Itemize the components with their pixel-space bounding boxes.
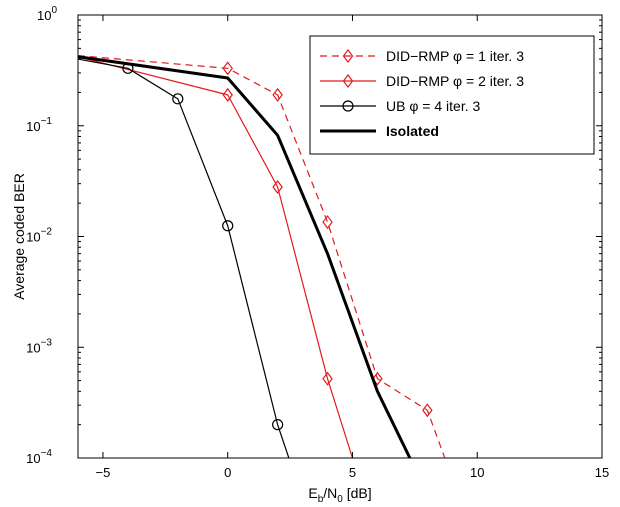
x-axis-label-sub1: b [318, 494, 324, 505]
legend-entry-4: Isolated [320, 123, 439, 139]
legend-entry-1: DID−RMP φ = 1 iter. 3 [320, 48, 524, 64]
series-4 [78, 55, 412, 458]
legend-marker [342, 100, 354, 112]
y-axis-label: Average coded BER [11, 173, 27, 300]
data-point [272, 87, 283, 102]
series-line-1 [78, 54, 446, 458]
data-point [272, 419, 284, 431]
y-tick-base: 10 [26, 451, 40, 466]
x-tick-label: 0 [224, 465, 231, 480]
legend-label: Isolated [386, 123, 439, 139]
x-axis-label-sub2: 0 [337, 494, 343, 505]
data-point [222, 220, 234, 232]
x-axis: −5 0 5 10 15 [96, 15, 609, 480]
series-2 [78, 56, 354, 458]
legend-entry-2: DID−RMP φ = 2 iter. 3 [320, 73, 524, 89]
y-tick-exponent: −2 [41, 227, 53, 238]
legend-marker [342, 49, 354, 63]
x-axis-label-main: E [308, 485, 317, 501]
y-tick-label: 10−2 [26, 227, 52, 245]
series-line-3 [78, 58, 290, 458]
y-tick-exponent: −4 [41, 448, 53, 459]
y-tick-exponent: −1 [41, 116, 53, 127]
data-point [322, 215, 333, 230]
x-axis-label-mid: /N [323, 485, 337, 501]
data-point [172, 93, 184, 105]
x-tick-label: −5 [96, 465, 111, 480]
x-tick-label: 15 [595, 465, 609, 480]
y-tick-base: 10 [26, 230, 40, 245]
legend-label: DID−RMP φ = 2 iter. 3 [386, 73, 524, 89]
y-tick-exponent: −3 [41, 337, 53, 348]
legend-items: DID−RMP φ = 1 iter. 3 DID−RMP φ = 2 iter.… [320, 48, 524, 139]
y-tick-label: 10−4 [26, 448, 52, 466]
series-line-2 [78, 56, 354, 458]
y-tick-base: 10 [37, 8, 51, 23]
data-point [322, 371, 333, 386]
series-layer [78, 54, 446, 458]
data-point [422, 403, 433, 418]
y-tick-label: 10−3 [26, 337, 52, 355]
legend: DID−RMP φ = 1 iter. 3 DID−RMP φ = 2 iter.… [309, 35, 595, 155]
x-axis-label-tail: [dB] [343, 485, 372, 501]
x-axis-label: Eb/N0 [dB] [308, 485, 371, 505]
y-tick-base: 10 [26, 119, 40, 134]
legend-entry-3: UB φ = 4 iter. 3 [320, 98, 481, 114]
y-tick-exponent: 0 [51, 5, 57, 16]
data-point [222, 61, 233, 76]
x-tick-label: 10 [470, 465, 484, 480]
y-tick-label: 10−1 [26, 116, 52, 134]
y-tick-base: 10 [26, 340, 40, 355]
y-tick-label: 100 [37, 5, 57, 23]
plot-area [77, 14, 603, 459]
data-point [272, 179, 283, 194]
x-tick-label: 5 [349, 465, 356, 480]
data-point [222, 87, 233, 102]
legend-label: UB φ = 4 iter. 3 [386, 98, 481, 114]
series-line-4 [78, 55, 412, 458]
series-1 [78, 54, 446, 458]
series-3 [78, 58, 290, 458]
legend-marker [342, 74, 354, 88]
data-point [372, 371, 383, 386]
legend-label: DID−RMP φ = 1 iter. 3 [386, 48, 524, 64]
